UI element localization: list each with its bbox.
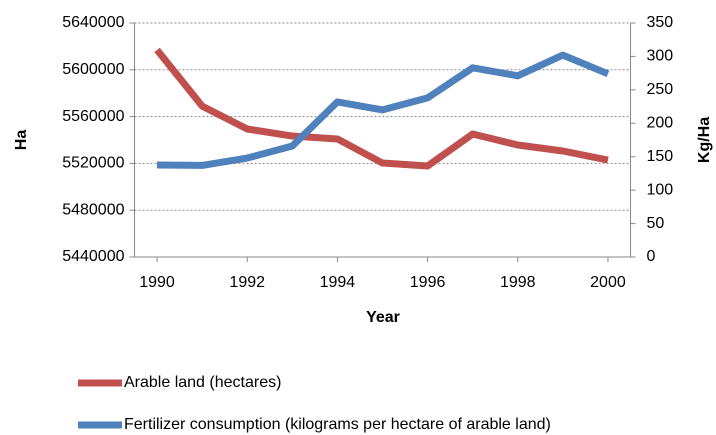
y-tick-label: 5480000 [62, 201, 124, 218]
x-axis-label: Year [366, 309, 400, 326]
y-tick-label: 5600000 [62, 61, 124, 78]
x-tick-label: 1992 [229, 274, 265, 291]
x-tick-label: 1994 [320, 274, 356, 291]
y-tick-label: 5520000 [62, 155, 124, 172]
legend-label: Fertilizer consumption (kilograms per he… [124, 416, 551, 433]
y2-tick-label: 300 [647, 48, 674, 65]
y2-axis-label: Kg/Ha [696, 117, 713, 163]
y2-tick-label: 200 [647, 115, 674, 132]
x-tick-label: 2000 [590, 274, 626, 291]
y2-tick-label: 350 [647, 14, 674, 31]
x-tick-label: 1998 [500, 274, 536, 291]
y2-tick-label: 100 [647, 181, 674, 198]
x-tick-label: 1996 [410, 274, 446, 291]
y2-tick-label: 0 [647, 248, 656, 265]
y-tick-label: 5560000 [62, 108, 124, 125]
y-tick-label: 5640000 [62, 14, 124, 31]
series-line [154, 47, 609, 170]
series-line [157, 51, 610, 169]
y2-tick-label: 250 [647, 81, 674, 98]
y-tick-label: 5440000 [62, 248, 124, 265]
x-tick-label: 1990 [139, 274, 175, 291]
y-axis-label: Ha [13, 130, 30, 151]
y2-tick-label: 50 [647, 215, 665, 232]
legend-label: Arable land (hectares) [124, 374, 281, 391]
y2-tick-label: 150 [647, 148, 674, 165]
